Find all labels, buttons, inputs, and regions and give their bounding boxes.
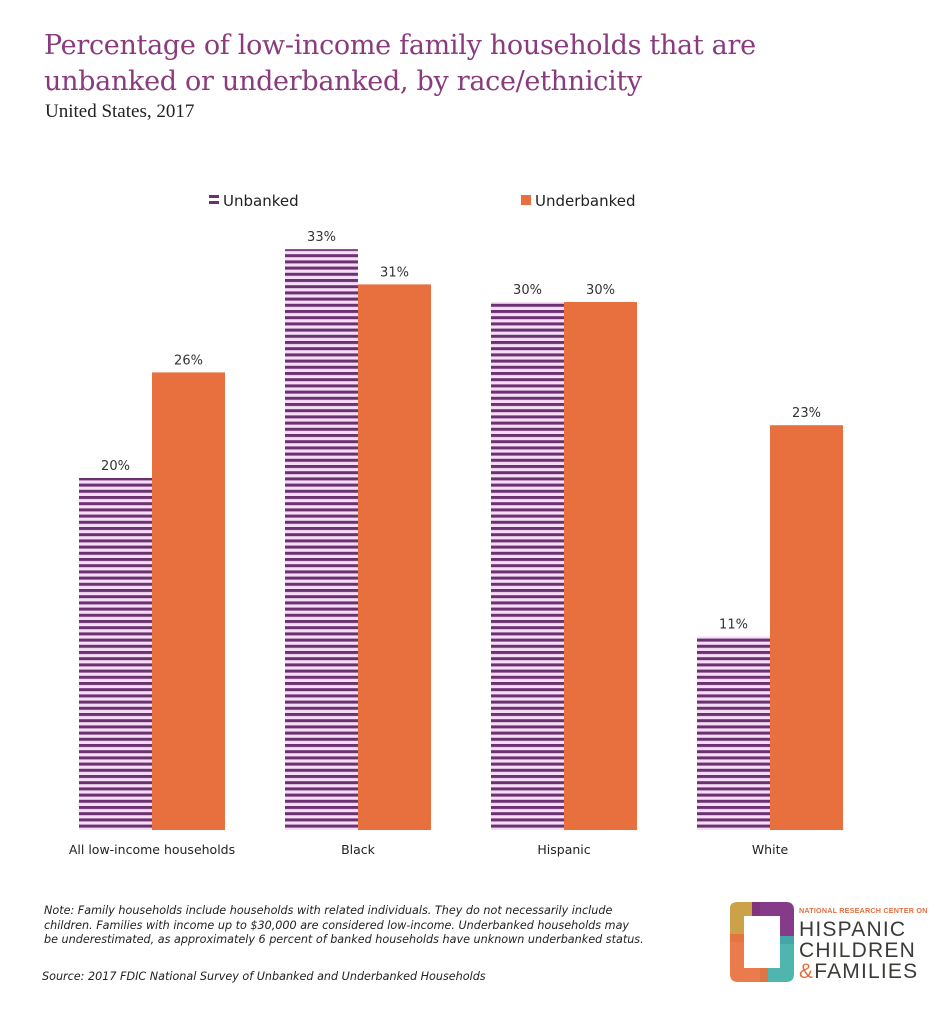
legend-item-unbanked: Unbanked [209,192,299,210]
bar-underbanked-hispanic [564,302,637,830]
bar-unbanked-black [285,249,358,830]
legend-swatch-underbanked [521,195,531,205]
bar-unbanked-white [697,636,770,830]
bar-underbanked-all-low-income-households [152,372,225,830]
logo-mark-icon [730,902,794,982]
organization-logo: NATIONAL RESEARCH CENTER ON HISPANIC CHI… [724,898,927,986]
logo-ampersand: & [799,960,815,983]
category-label: Hispanic [537,842,590,857]
bar-underbanked-white [770,425,843,830]
data-label: 31% [380,265,409,280]
legend-swatch-unbanked-2 [209,201,219,204]
category-label: Black [341,842,376,857]
legend-label-unbanked: Unbanked [223,192,299,210]
logo-line-hispanic: HISPANIC [799,918,907,941]
logo-tagline: NATIONAL RESEARCH CENTER ON [799,906,928,915]
data-label: 30% [513,283,542,298]
chart-subtitle: United States, 2017 [45,101,195,122]
data-label: 26% [174,353,203,368]
bar-unbanked-all-low-income-households [79,478,152,830]
chart-note: Note: Family households include househol… [44,904,644,947]
data-label: 30% [586,283,615,298]
legend-label-underbanked: Underbanked [535,192,636,210]
category-label: White [752,842,789,857]
chart-legend: Unbanked Underbanked [209,192,636,210]
chart-source: Source: 2017 FDIC National Survey of Unb… [42,970,486,983]
data-label: 23% [792,406,821,421]
bar-unbanked-hispanic [491,302,564,830]
logo-line-children: CHILDREN [799,939,916,962]
data-label: 33% [307,230,336,245]
logo-families-text: FAMILIES [814,960,919,983]
chart-title: Percentage of low-income family househol… [44,30,756,97]
data-label: 20% [101,459,130,474]
bar-underbanked-black [358,284,431,830]
bar-chart: Unbanked Underbanked 20% 26% 33% 31% 30% 30% 1… [69,192,843,857]
logo-line-families: &FAMILIES [799,961,918,982]
legend-item-underbanked: Underbanked [521,192,636,210]
legend-swatch-unbanked [209,195,219,198]
data-label: 11% [719,617,748,632]
category-label: All low-income households [69,842,235,857]
